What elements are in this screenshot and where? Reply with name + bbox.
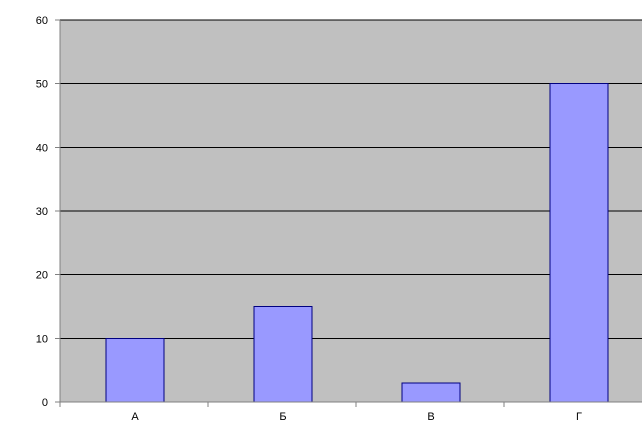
- y-tick-label-40: 40: [36, 142, 48, 154]
- y-tick-label-60: 60: [36, 15, 48, 27]
- y-tick-label-0: 0: [42, 397, 48, 409]
- bar-1: [105, 337, 165, 403]
- y-tick-label-10: 10: [36, 333, 48, 345]
- x-tick-label-1: А: [131, 411, 139, 423]
- x-tick-labels: А Б В Г: [131, 411, 582, 423]
- y-tick-label-50: 50: [36, 79, 48, 91]
- bar-4: [549, 83, 609, 403]
- y-tick-label-30: 30: [36, 206, 48, 218]
- x-tick-label-4: Г: [576, 411, 582, 423]
- x-tick-label-3: В: [427, 411, 434, 423]
- y-tick-label-20: 20: [36, 270, 48, 282]
- bars: [105, 83, 609, 403]
- x-tick-label-2: Б: [279, 411, 286, 423]
- y-tick-labels: 0 10 20 30 40 50 60: [36, 15, 48, 409]
- bar-3: [401, 382, 461, 403]
- axes: [55, 19, 642, 407]
- bar-2: [253, 306, 313, 403]
